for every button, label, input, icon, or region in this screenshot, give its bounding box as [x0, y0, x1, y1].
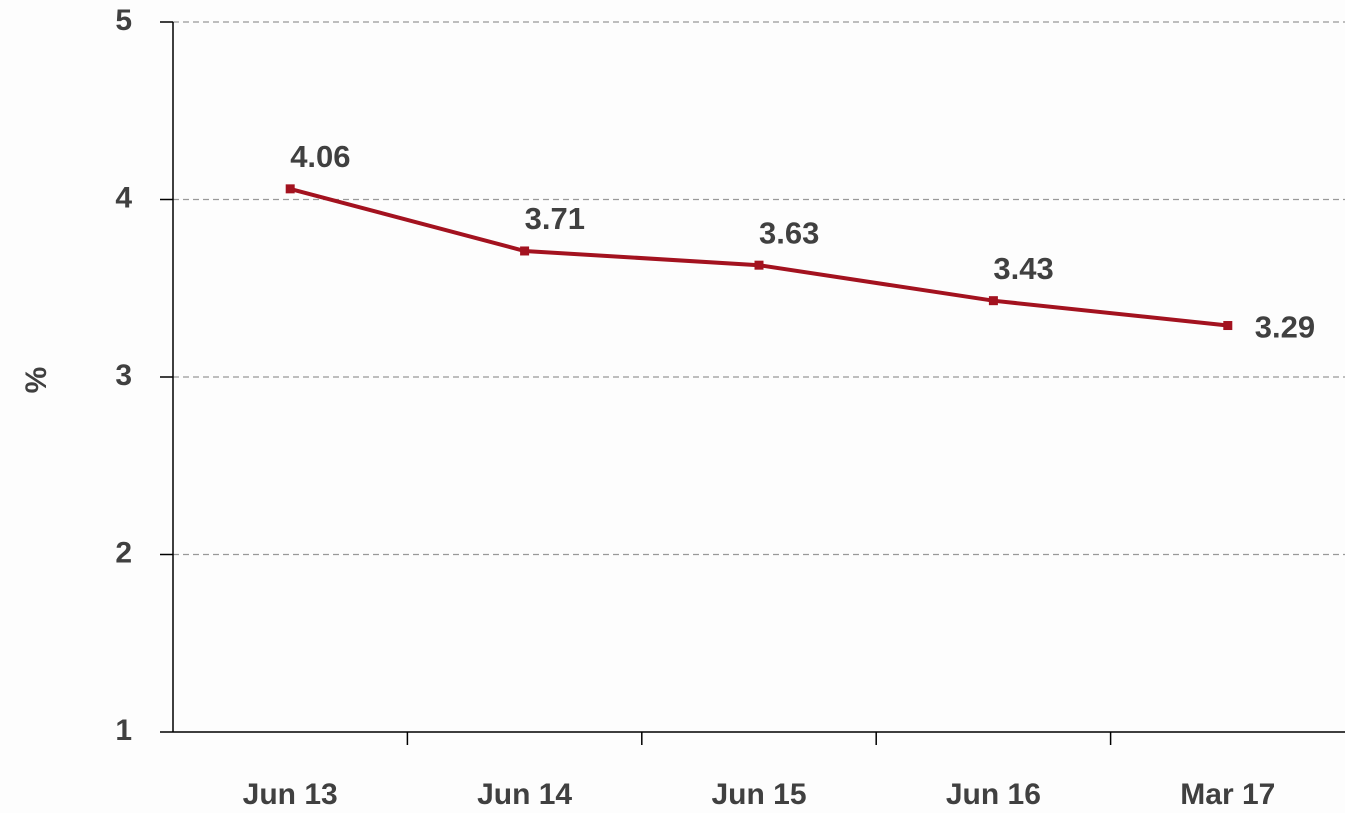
data-label: 3.43 — [993, 251, 1053, 286]
data-label: 3.63 — [759, 215, 819, 250]
point-marker — [1223, 321, 1233, 331]
point-marker — [520, 246, 530, 256]
x-tick-label: Jun 15 — [711, 778, 806, 811]
point-marker — [988, 296, 998, 306]
y-axis-label: % — [20, 367, 53, 394]
point-marker — [754, 260, 764, 270]
y-tick-label: 3 — [115, 359, 132, 392]
data-label: 3.29 — [1255, 310, 1315, 345]
y-tick-label: 1 — [115, 714, 132, 747]
x-tick-label: Jun 14 — [477, 778, 572, 811]
y-tick-label: 5 — [115, 4, 132, 37]
x-tick-label: Jun 16 — [946, 778, 1041, 811]
y-tick-label: 2 — [115, 536, 132, 569]
data-label: 3.71 — [525, 201, 585, 236]
point-marker — [285, 184, 295, 194]
x-tick-label: Mar 17 — [1180, 778, 1275, 811]
y-tick-label: 4 — [115, 181, 132, 214]
x-tick-label: Jun 13 — [243, 778, 338, 811]
data-label: 4.06 — [290, 139, 350, 174]
series-line — [289, 186, 1229, 328]
